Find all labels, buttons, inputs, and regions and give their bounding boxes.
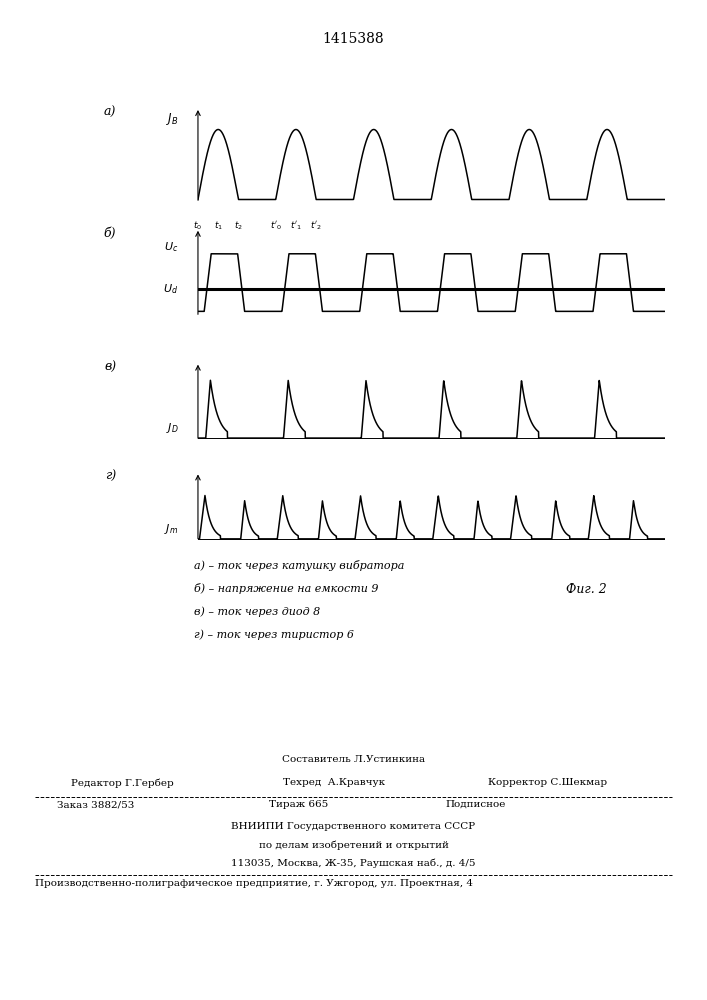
Text: Редактор Г.Гербер: Редактор Г.Гербер	[71, 778, 173, 788]
Text: б) – напряжение на емкости 9: б) – напряжение на емкости 9	[194, 583, 379, 594]
Text: $J_m$: $J_m$	[165, 522, 178, 536]
Text: $U_d$: $U_d$	[163, 283, 178, 296]
Text: $t'_0$: $t'_0$	[270, 219, 281, 232]
Text: Заказ 3882/53: Заказ 3882/53	[57, 800, 134, 809]
Text: Тираж 665: Тираж 665	[269, 800, 328, 809]
Text: Фиг. 2: Фиг. 2	[566, 583, 607, 596]
Text: $t_1$: $t_1$	[214, 219, 223, 232]
Text: г): г)	[105, 470, 117, 483]
Text: ВНИИПИ Государственного комитета СССР: ВНИИПИ Государственного комитета СССР	[231, 822, 476, 831]
Text: г) – ток через тиристор 6: г) – ток через тиристор 6	[194, 629, 354, 640]
Text: Корректор С.Шекмар: Корректор С.Шекмар	[488, 778, 607, 787]
Text: в): в)	[104, 361, 117, 374]
Text: по делам изобретений и открытий: по делам изобретений и открытий	[259, 840, 448, 850]
Text: 113035, Москва, Ж-35, Раушская наб., д. 4/5: 113035, Москва, Ж-35, Раушская наб., д. …	[231, 858, 476, 867]
Text: б): б)	[104, 227, 117, 240]
Text: Составитель Л.Устинкина: Составитель Л.Устинкина	[282, 755, 425, 764]
Text: а): а)	[104, 105, 117, 118]
Text: $t_2$: $t_2$	[234, 219, 243, 232]
Text: Подписное: Подписное	[445, 800, 506, 809]
Text: 1415388: 1415388	[322, 32, 385, 46]
Text: $t'_1$: $t'_1$	[290, 219, 302, 232]
Text: Техред  А.Кравчук: Техред А.Кравчук	[283, 778, 385, 787]
Text: а) – ток через катушку вибратора: а) – ток через катушку вибратора	[194, 560, 405, 571]
Text: $t_0$: $t_0$	[194, 219, 202, 232]
Text: Производственно-полиграфическое предприятие, г. Ужгород, ул. Проектная, 4: Производственно-полиграфическое предприя…	[35, 879, 474, 888]
Text: $J_B$: $J_B$	[166, 111, 178, 127]
Text: $U_c$: $U_c$	[164, 240, 178, 254]
Text: $t'_2$: $t'_2$	[310, 219, 322, 232]
Text: в) – ток через диод 8: в) – ток через диод 8	[194, 606, 321, 617]
Text: $J_D$: $J_D$	[166, 421, 178, 435]
